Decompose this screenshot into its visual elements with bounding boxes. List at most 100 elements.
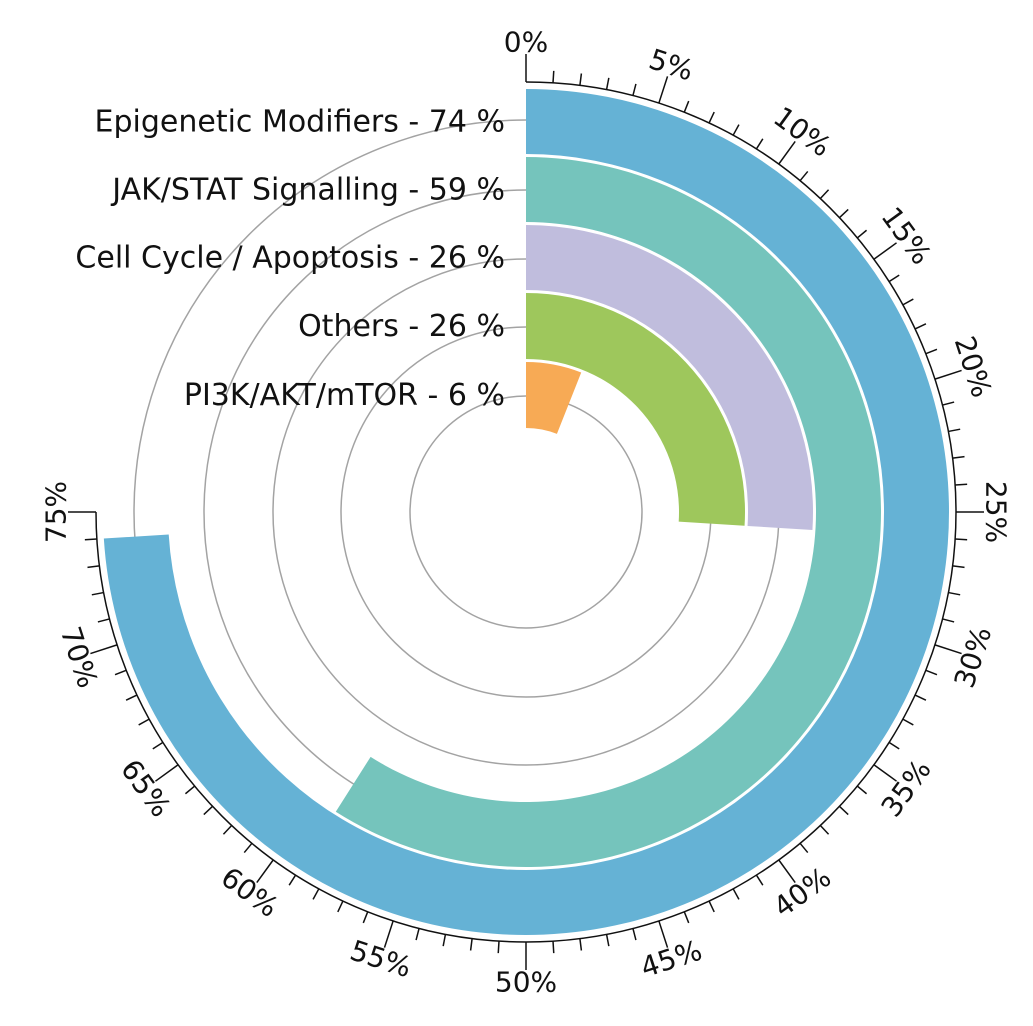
tick-label-0: 0% — [504, 26, 548, 59]
minor-tick-14 — [856, 229, 868, 239]
minor-tick-2 — [579, 73, 583, 86]
bar-pi3k-akt-mtor — [526, 362, 582, 434]
tick-label-35: 35% — [875, 753, 938, 823]
major-tick-65 — [155, 764, 179, 782]
minor-tick-28 — [948, 591, 961, 596]
major-tick-15 — [873, 242, 897, 260]
minor-tick-71 — [97, 618, 110, 623]
major-tick-35 — [873, 764, 897, 782]
minor-tick-17 — [902, 298, 914, 306]
tick-label-15: 15% — [875, 201, 938, 271]
minor-tick-11 — [799, 170, 809, 182]
tick-label-65: 65% — [114, 753, 177, 823]
minor-tick-27 — [952, 565, 965, 569]
minor-tick-13 — [838, 208, 849, 219]
minor-tick-73 — [87, 565, 100, 569]
minor-tick-47 — [605, 934, 610, 947]
minor-tick-72 — [91, 591, 104, 596]
minor-tick-52 — [469, 938, 473, 951]
bar-others — [526, 293, 745, 526]
tick-label-50: 50% — [495, 966, 557, 999]
minor-tick-16 — [888, 274, 900, 283]
minor-tick-23 — [952, 455, 965, 459]
minor-tick-32 — [914, 694, 927, 701]
major-tick-10 — [778, 141, 796, 165]
minor-tick-74 — [84, 538, 97, 541]
minor-tick-7 — [708, 111, 715, 124]
category-label-epigenetic-modifiers: Epigenetic Modifiers - 74 % — [95, 105, 505, 140]
tick-label-60: 60% — [215, 861, 285, 924]
minor-tick-56 — [362, 911, 369, 924]
minor-tick-9 — [755, 138, 764, 150]
minor-tick-21 — [942, 401, 955, 406]
minor-tick-57 — [337, 900, 344, 913]
minor-tick-34 — [888, 741, 900, 750]
minor-tick-68 — [125, 694, 138, 701]
minor-tick-39 — [799, 842, 809, 854]
tick-label-20: 20% — [948, 332, 999, 401]
minor-tick-63 — [203, 805, 214, 816]
axis-arc — [95, 81, 957, 943]
minor-tick-51 — [497, 941, 500, 954]
minor-tick-24 — [955, 483, 968, 486]
tick-label-40: 40% — [767, 861, 837, 924]
category-label-cell-cycle-apoptosis: Cell Cycle / Apoptosis - 26 % — [75, 241, 505, 276]
major-tick-45 — [658, 920, 669, 948]
minor-tick-46 — [632, 928, 637, 941]
minor-tick-53 — [442, 934, 447, 947]
bar-jak-stat-signalling — [335, 157, 882, 867]
major-tick-55 — [383, 920, 394, 948]
minor-tick-43 — [708, 900, 715, 913]
bar-cell-cycle-apoptosis — [526, 225, 813, 531]
minor-tick-36 — [856, 785, 868, 795]
minor-tick-22 — [948, 428, 961, 433]
minor-tick-12 — [819, 189, 830, 200]
minor-tick-31 — [925, 669, 938, 676]
minor-tick-58 — [312, 888, 320, 900]
minor-tick-4 — [632, 83, 637, 96]
tick-label-10: 10% — [767, 100, 837, 163]
minor-tick-41 — [755, 874, 764, 886]
category-label-jak-stat-signalling: JAK/STAT Signalling - 59 % — [110, 173, 505, 208]
category-label-pi3k-akt-mtor: PI3K/AKT/mTOR - 6 % — [184, 378, 505, 413]
minor-tick-62 — [222, 824, 233, 835]
minor-tick-48 — [579, 938, 583, 951]
major-tick-40 — [778, 859, 796, 883]
minor-tick-6 — [683, 100, 690, 113]
minor-tick-33 — [902, 718, 914, 726]
category-labels: Epigenetic Modifiers - 74 % JAK/STAT Sign… — [75, 105, 505, 414]
tick-label-30: 30% — [948, 623, 999, 692]
minor-tick-26 — [955, 538, 968, 541]
minor-tick-69 — [114, 669, 127, 676]
minor-tick-61 — [243, 842, 253, 854]
grid-circle-5 — [409, 395, 643, 629]
major-tick-60 — [256, 859, 274, 883]
category-label-others: Others - 26 % — [298, 309, 505, 344]
tick-label-45: 45% — [637, 934, 706, 985]
minor-tick-42 — [732, 888, 740, 900]
minor-tick-3 — [605, 77, 610, 90]
major-tick-70 — [90, 644, 118, 655]
minor-tick-49 — [552, 941, 555, 954]
tick-label-5: 5% — [645, 42, 697, 87]
minor-tick-38 — [819, 824, 830, 835]
minor-tick-54 — [415, 928, 420, 941]
bars — [103, 89, 949, 935]
minor-tick-1 — [552, 70, 555, 83]
minor-tick-64 — [184, 785, 196, 795]
minor-tick-59 — [288, 874, 297, 886]
minor-tick-29 — [942, 618, 955, 623]
tick-label-25: 25% — [980, 481, 1013, 543]
major-tick-20 — [934, 369, 962, 380]
minor-tick-18 — [914, 323, 927, 330]
minor-tick-44 — [683, 911, 690, 924]
major-tick-30 — [934, 644, 962, 655]
minor-tick-8 — [732, 124, 740, 136]
tick-label-55: 55% — [346, 934, 415, 985]
tick-label-70: 70% — [54, 623, 105, 692]
minor-tick-37 — [838, 805, 849, 816]
minor-tick-66 — [152, 741, 164, 750]
tick-label-75: 75% — [40, 481, 73, 543]
major-tick-5 — [658, 76, 669, 104]
